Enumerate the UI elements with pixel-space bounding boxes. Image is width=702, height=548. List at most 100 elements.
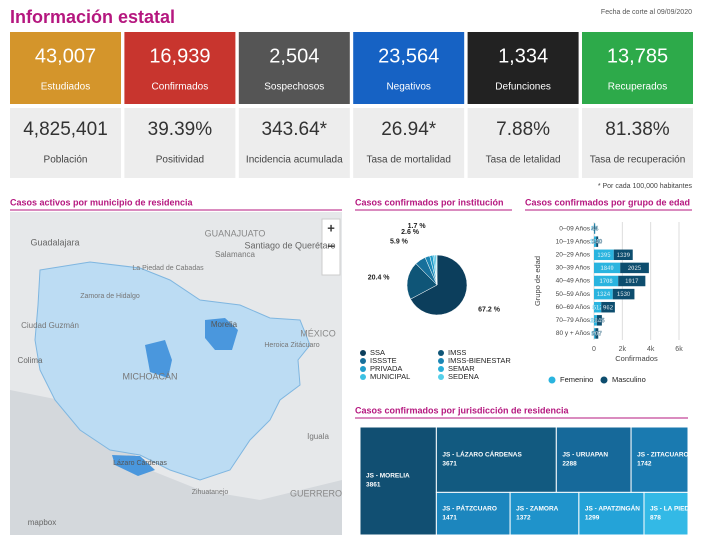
legend-swatch (548, 376, 556, 384)
treemap-label: JS - LA PIEDAD (650, 505, 699, 512)
map-label: La Piedad de Cabadas (132, 265, 204, 272)
legend-label: IMSS-BIENESTAR (448, 356, 511, 365)
section-title: Casos confirmados por institución (355, 197, 504, 207)
y-tick-label: 0–09 Años (559, 225, 590, 232)
section-title: Casos confirmados por grupo de edad (525, 197, 690, 207)
kpi-box (353, 32, 465, 104)
bar-value-label: 44 (592, 227, 599, 233)
pie-label: 67.2 % (478, 307, 501, 314)
kpi-label: Defunciones (495, 82, 551, 93)
bar-value-label: 512 (593, 305, 604, 311)
bar-segment (620, 262, 649, 274)
kpi-value: 1,334 (498, 45, 548, 67)
map-label: GUERRERO (290, 488, 342, 498)
map-label: Iguala (307, 432, 329, 441)
treemap-value: 878 (650, 514, 661, 521)
bar-value-label: 1324 (597, 292, 611, 298)
bar-segment (596, 315, 602, 326)
legend-swatch (360, 374, 366, 380)
pie-label: 2.6 % (401, 229, 420, 236)
treemap-value: 2288 (562, 460, 577, 467)
x-tick-label: 2k (619, 346, 627, 353)
stat-box (124, 108, 236, 178)
section-title: Casos activos por municipio de residenci… (10, 197, 194, 207)
bar-segment (613, 249, 633, 261)
bar-value-label: 1395 (597, 253, 611, 259)
treemap-cell (578, 491, 645, 536)
y-tick-label: 60–69 Años (556, 304, 591, 311)
kpi-box (582, 32, 693, 104)
stat-value: 39.39% (148, 119, 213, 140)
bar-segment (594, 249, 614, 261)
pie-slice (435, 254, 438, 286)
legend-label: PRIVADA (370, 364, 402, 373)
map-label: Lázaro Cárdenas (113, 460, 167, 467)
bar-segment (612, 288, 635, 300)
stat-value: 26.94* (381, 119, 437, 140)
zoom-button[interactable]: − (327, 238, 335, 253)
treemap-value: 1299 (585, 514, 600, 521)
treemap-label: JS - ZITACUARO (637, 451, 689, 458)
stat-box (467, 108, 579, 178)
stat-label: Población (44, 155, 88, 166)
zoom-controls[interactable] (321, 218, 341, 276)
legend-label: Masculino (612, 375, 646, 384)
treemap-label: JS - URUAPAN (562, 451, 608, 458)
legend-swatch (438, 366, 444, 372)
y-tick-label: 30–39 Años (556, 265, 591, 272)
kpi-value: 2,504 (269, 45, 319, 67)
treemap-label: JS - MORELIA (366, 473, 410, 480)
x-tick-label: 0 (592, 346, 596, 353)
kpi-box (124, 32, 236, 104)
bar-value-label: 1339 (617, 253, 631, 259)
x-tick-label: 4k (647, 346, 655, 353)
footnote: * Por cada 100,000 habitantes (598, 183, 693, 190)
x-tick-label: 6k (675, 346, 683, 353)
map-label: Zamora de Hidalgo (80, 293, 140, 300)
y-tick-label: 70–79 Años (556, 317, 591, 324)
bar-segment (594, 328, 596, 339)
y-tick-label: 20–29 Años (556, 251, 591, 258)
map-label: Colima (18, 356, 43, 365)
bar-segment (594, 301, 602, 313)
bar-value-label: 2025 (628, 266, 642, 272)
section-title: Casos confirmados por jurisdicción de re… (355, 405, 570, 415)
bar-value-label: 1708 (599, 279, 613, 285)
stat-box (238, 108, 350, 178)
municipio-high (205, 318, 238, 350)
bar-segment (594, 275, 619, 287)
legend-label: SEDENA (448, 372, 479, 381)
map-label: MICHOACÁN (122, 371, 177, 381)
stat-label: Tasa de letalidad (486, 155, 561, 166)
bar-value-label: 207 (592, 332, 603, 338)
map-label: Zihuatanejo (192, 489, 229, 496)
treemap-value: 1372 (516, 514, 531, 521)
kpi-box (10, 32, 121, 104)
legend-swatch (438, 358, 444, 364)
kpi-box (238, 32, 350, 104)
treemap-cell (435, 491, 511, 536)
stat-label: Positividad (156, 155, 204, 166)
treemap-label: JS - PÁTZCUARO (442, 503, 497, 512)
treemap-cell (555, 426, 632, 493)
treemap-value: 1742 (637, 460, 652, 467)
bar-segment (618, 275, 646, 287)
kpi-value: 23,564 (378, 45, 439, 67)
y-tick-label: 10–19 Años (556, 238, 591, 245)
kpi-label: Confirmados (152, 82, 209, 93)
treemap-cell (630, 426, 689, 493)
zoom-button[interactable]: + (327, 220, 335, 235)
legend-swatch (360, 358, 366, 364)
pie-label: 5.9 % (390, 239, 409, 246)
map-label: Ciudad Guzmán (21, 321, 79, 330)
treemap-label: JS - LÁZARO CÁRDENAS (442, 449, 522, 458)
treemap-cell (359, 426, 437, 536)
kpi-box (467, 32, 579, 104)
bar-segment (601, 301, 615, 313)
bar-value-label: 1849 (600, 266, 614, 272)
stat-label: Tasa de mortalidad (366, 155, 451, 166)
municipio-high (112, 455, 155, 476)
stat-box (10, 108, 121, 178)
bar-segment (594, 288, 613, 300)
